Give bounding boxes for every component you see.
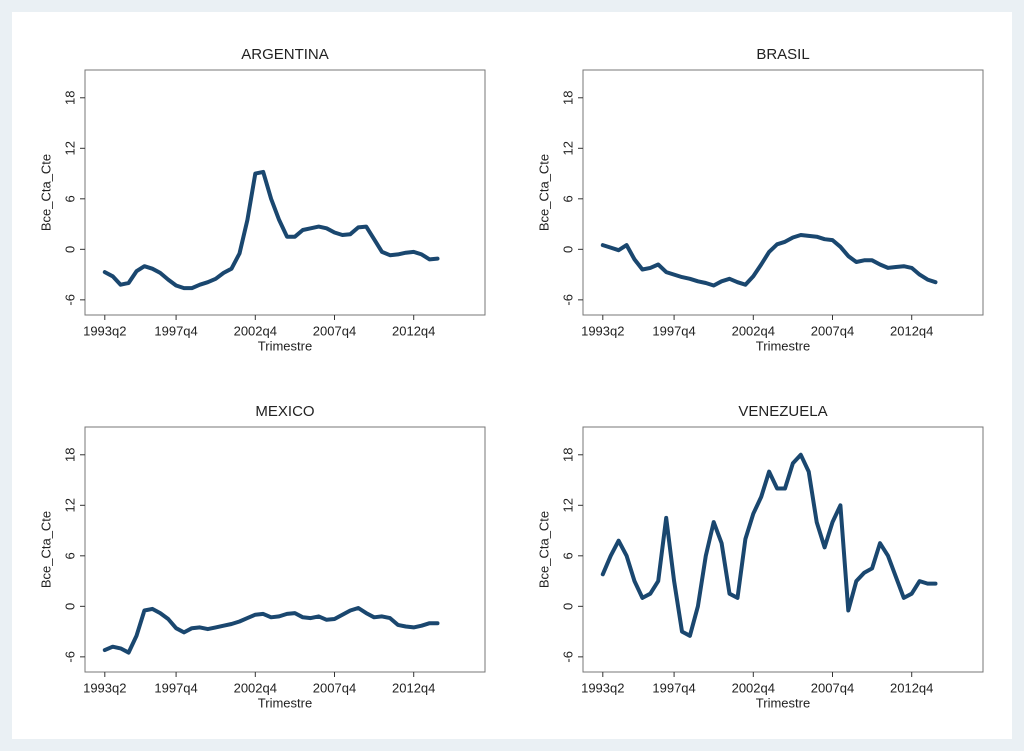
x-tick-label: 2007q4 [811, 323, 854, 338]
x-axis-title: Trimestre [258, 695, 312, 710]
x-tick-label: 1993q2 [581, 323, 624, 338]
y-tick-label: -6 [62, 294, 77, 306]
series-line [600, 233, 938, 288]
y-tick-label: 6 [62, 552, 77, 559]
y-axis-title: Bce_Cta_Cte [38, 511, 53, 588]
x-tick-label: 2012q4 [890, 680, 933, 695]
x-tick-label: 1993q2 [83, 680, 126, 695]
x-axis-title: Trimestre [258, 338, 312, 353]
x-tick-label: 1997q4 [652, 680, 695, 695]
y-tick-label: 18 [560, 448, 575, 462]
x-axis-title: Trimestre [756, 695, 810, 710]
y-tick-label: 12 [560, 141, 575, 155]
y-tick-label: 18 [62, 448, 77, 462]
x-tick-label: 2012q4 [392, 323, 435, 338]
x-axis-title: Trimestre [756, 338, 810, 353]
x-tick-label: 2007q4 [313, 323, 356, 338]
x-tick-label: 1993q2 [581, 680, 624, 695]
y-tick-label: 6 [560, 195, 575, 202]
series-line [600, 452, 938, 638]
panel-title: MEXICO [255, 403, 314, 420]
y-tick-label: -6 [62, 651, 77, 663]
y-tick-label: 6 [560, 552, 575, 559]
panel-title: BRASIL [756, 46, 809, 63]
y-tick-label: 12 [62, 498, 77, 512]
x-tick-label: 1993q2 [83, 323, 126, 338]
x-tick-label: 2012q4 [890, 323, 933, 338]
y-axis-title: Bce_Cta_Cte [536, 511, 551, 588]
y-tick-label: 0 [62, 246, 77, 253]
x-tick-label: 2002q4 [732, 323, 775, 338]
y-tick-label: -6 [560, 651, 575, 663]
x-tick-label: 1997q4 [154, 323, 197, 338]
y-tick-label: 12 [62, 141, 77, 155]
plot-frame [84, 426, 486, 673]
y-tick-label: 0 [560, 603, 575, 610]
y-tick-label: 18 [62, 91, 77, 105]
x-tick-label: 2002q4 [234, 323, 277, 338]
x-tick-label: 2002q4 [234, 680, 277, 695]
y-tick-label: 18 [560, 91, 575, 105]
x-tick-label: 2002q4 [732, 680, 775, 695]
panel-title: ARGENTINA [241, 46, 329, 63]
y-axis-title: Bce_Cta_Cte [536, 154, 551, 231]
y-tick-label: 12 [560, 498, 575, 512]
y-tick-label: 0 [62, 603, 77, 610]
x-tick-label: 2007q4 [811, 680, 854, 695]
y-axis-title: Bce_Cta_Cte [38, 154, 53, 231]
plot-frame [582, 426, 984, 673]
y-tick-label: 0 [560, 246, 575, 253]
y-tick-label: 6 [62, 195, 77, 202]
x-tick-label: 2012q4 [392, 680, 435, 695]
panel-title: VENEZUELA [738, 403, 827, 420]
plot-frame [84, 69, 486, 316]
x-tick-label: 2007q4 [313, 680, 356, 695]
series-line [102, 169, 440, 291]
x-tick-label: 1997q4 [652, 323, 695, 338]
y-tick-label: -6 [560, 294, 575, 306]
x-tick-label: 1997q4 [154, 680, 197, 695]
series-line [102, 606, 440, 655]
